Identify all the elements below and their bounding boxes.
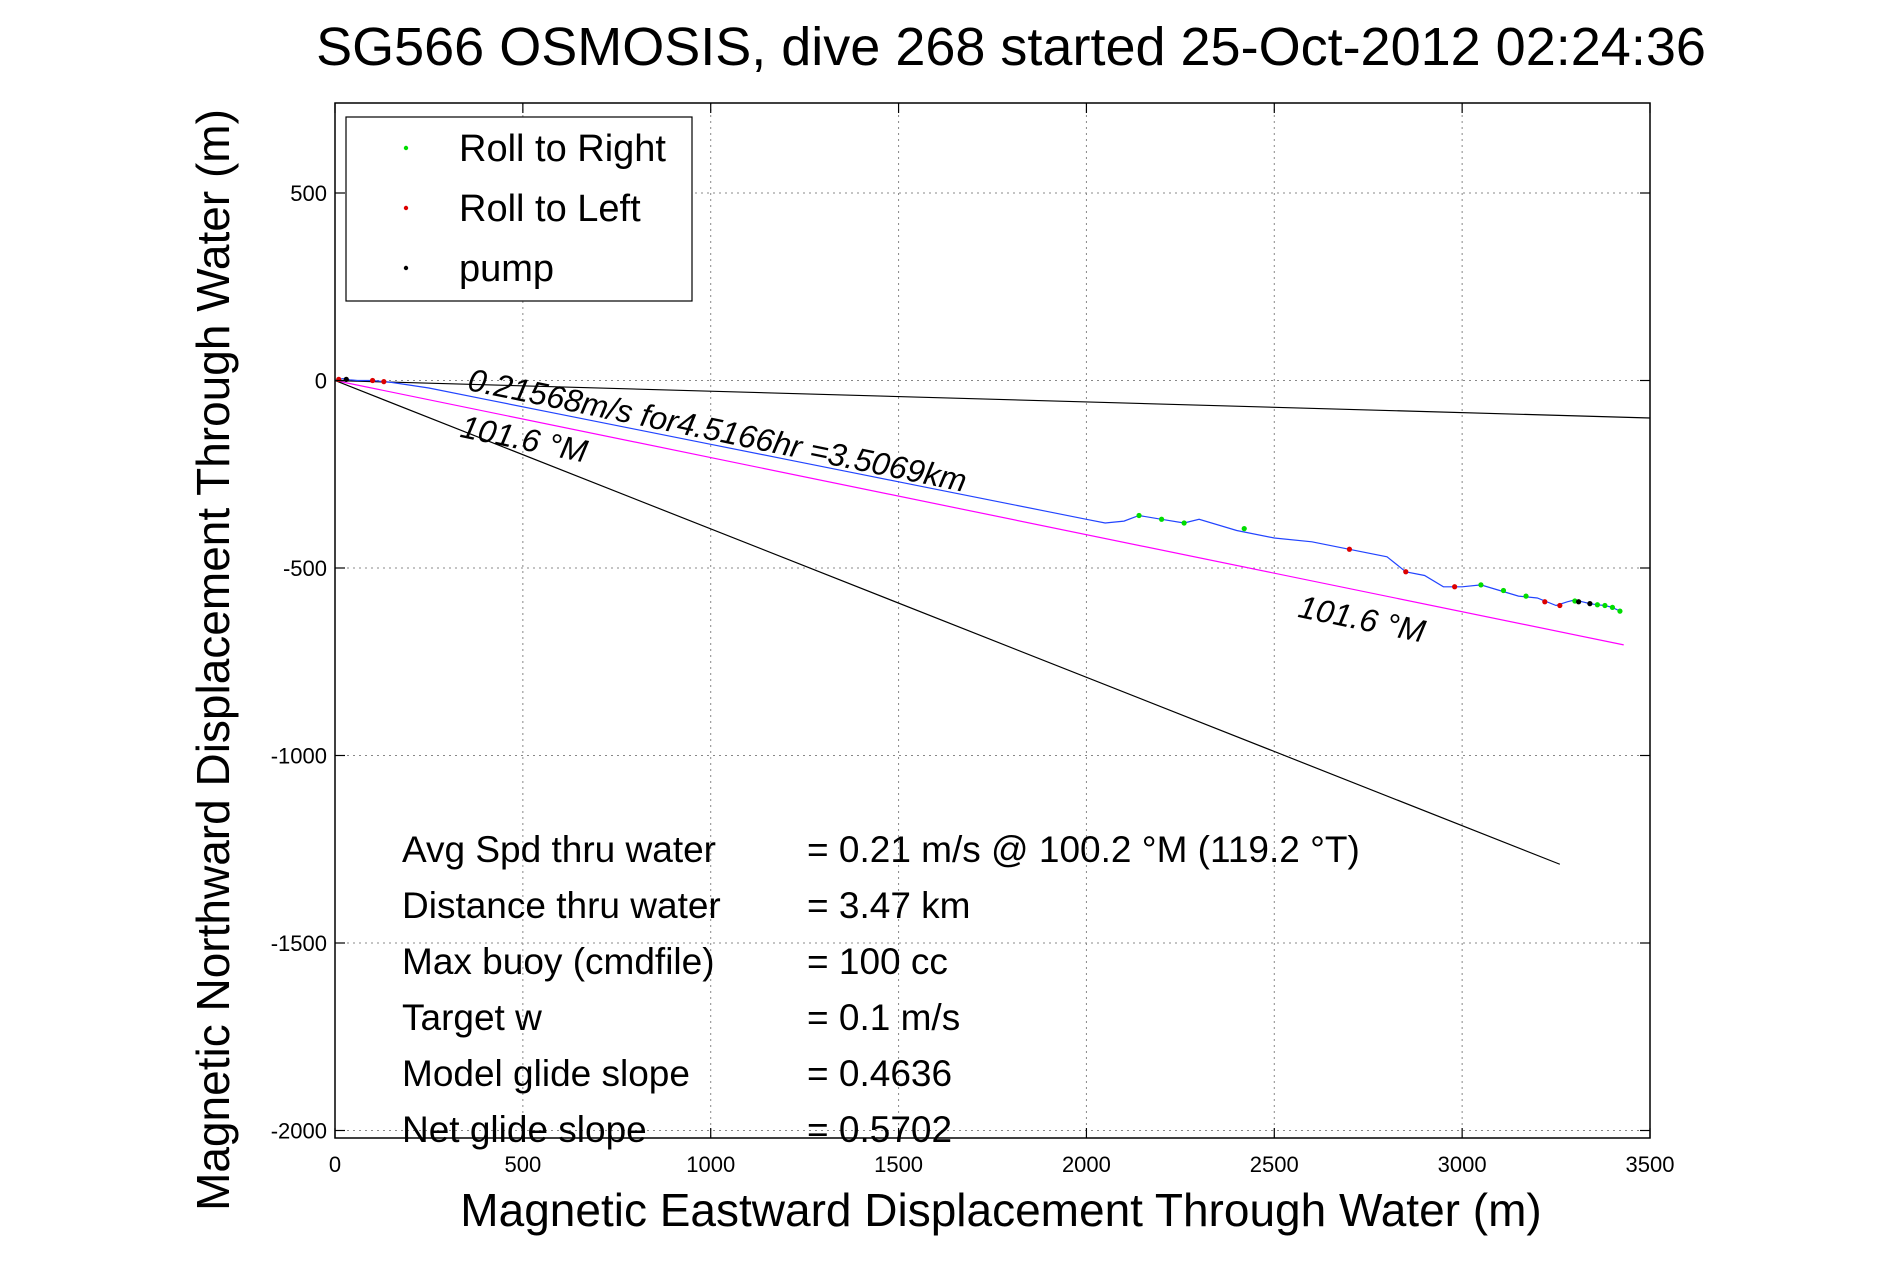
roll-left-point — [1346, 546, 1353, 552]
y-tick-label: 0 — [315, 369, 327, 394]
heading-line-magenta — [334, 379, 1624, 646]
plot-frame — [334, 102, 1651, 1139]
y-axis-label: Magnetic Northward Displacement Through … — [187, 109, 239, 1211]
roll-left-point — [1542, 599, 1548, 605]
x-tick-label: 500 — [504, 1152, 541, 1177]
stat-value: = 0.21 m/s @ 100.2 °M (119.2 °T) — [807, 829, 1360, 870]
stat-label: Max buoy (cmdfile) — [402, 941, 715, 982]
stat-label: Target w — [402, 997, 542, 1038]
x-axis-ticks: 0 500 1000 1500 2000 2500 3000 3500 — [329, 103, 1675, 1177]
stat-label: Model glide slope — [402, 1053, 690, 1094]
x-tick-label: 2500 — [1250, 1152, 1299, 1177]
stat-value: = 0.1 m/s — [807, 997, 960, 1038]
stat-value: = 3.47 km — [807, 885, 971, 926]
stat-label: Distance thru water — [402, 885, 721, 926]
stat-label: Avg Spd thru water — [402, 829, 716, 870]
roll-right-point — [1617, 608, 1623, 614]
x-axis-label: Magnetic Eastward Displacement Through W… — [460, 1184, 1541, 1236]
roll-left-point — [1452, 584, 1458, 590]
legend-box — [345, 116, 693, 302]
roll-left-point — [381, 379, 387, 385]
roll-right-point — [1609, 604, 1616, 610]
roll-right-point — [1136, 512, 1142, 519]
legend-label: pump — [459, 248, 554, 290]
stats-block: Avg Spd thru water = 0.21 m/s @ 100.2 °M … — [402, 829, 1360, 1150]
x-tick-label: 3500 — [1626, 1152, 1675, 1177]
roll-right-point — [1478, 582, 1484, 588]
roll-left-point — [336, 376, 342, 382]
x-tick-label: 3000 — [1438, 1152, 1487, 1177]
legend: Roll to Right Roll to Left pump — [345, 116, 693, 302]
stat-value: = 100 cc — [807, 941, 948, 982]
pump-point — [1576, 599, 1582, 605]
y-axis-ticks: 500 0 -500 -1000 -1500 -2000 — [271, 181, 1650, 1144]
stat-value: = 0.5702 — [807, 1109, 952, 1150]
x-tick-label: 0 — [329, 1152, 341, 1177]
y-tick-label: -1500 — [271, 931, 327, 956]
pump-point — [1587, 601, 1593, 607]
roll-right-point — [1181, 520, 1187, 526]
roll-right-point — [1523, 593, 1529, 599]
roll-right-point — [1500, 587, 1507, 594]
heading-line-black-steep — [334, 379, 1561, 865]
roll-right-point — [1241, 526, 1247, 532]
pump-point — [343, 376, 349, 382]
y-tick-label: -500 — [283, 556, 327, 581]
roll-right-point — [1594, 602, 1600, 608]
chart-title: SG566 OSMOSIS, dive 268 started 25-Oct-2… — [316, 17, 1706, 77]
heading-line-black-shallow — [334, 379, 1651, 419]
x-tick-label: 2000 — [1062, 1152, 1111, 1177]
roll-left-point — [1557, 602, 1563, 609]
heading-lines — [334, 379, 1651, 865]
roll-right-point — [1602, 602, 1608, 609]
roll-left-point — [369, 377, 376, 384]
legend-label: Roll to Right — [459, 128, 666, 170]
track-markers — [336, 376, 1623, 614]
legend-label: Roll to Left — [459, 188, 641, 230]
roll-right-point — [1158, 516, 1165, 522]
grid — [335, 103, 1650, 1138]
y-tick-label: -1000 — [271, 744, 327, 769]
y-tick-label: 500 — [290, 181, 327, 206]
legend-marker — [403, 205, 409, 211]
stat-value: = 0.4636 — [807, 1053, 952, 1094]
y-tick-label: -2000 — [271, 1119, 327, 1144]
legend-marker — [403, 265, 409, 271]
stat-label: Net glide slope — [402, 1109, 647, 1150]
x-tick-label: 1000 — [686, 1152, 735, 1177]
roll-left-point — [1403, 569, 1409, 575]
legend-marker — [403, 145, 409, 151]
x-tick-label: 1500 — [874, 1152, 923, 1177]
